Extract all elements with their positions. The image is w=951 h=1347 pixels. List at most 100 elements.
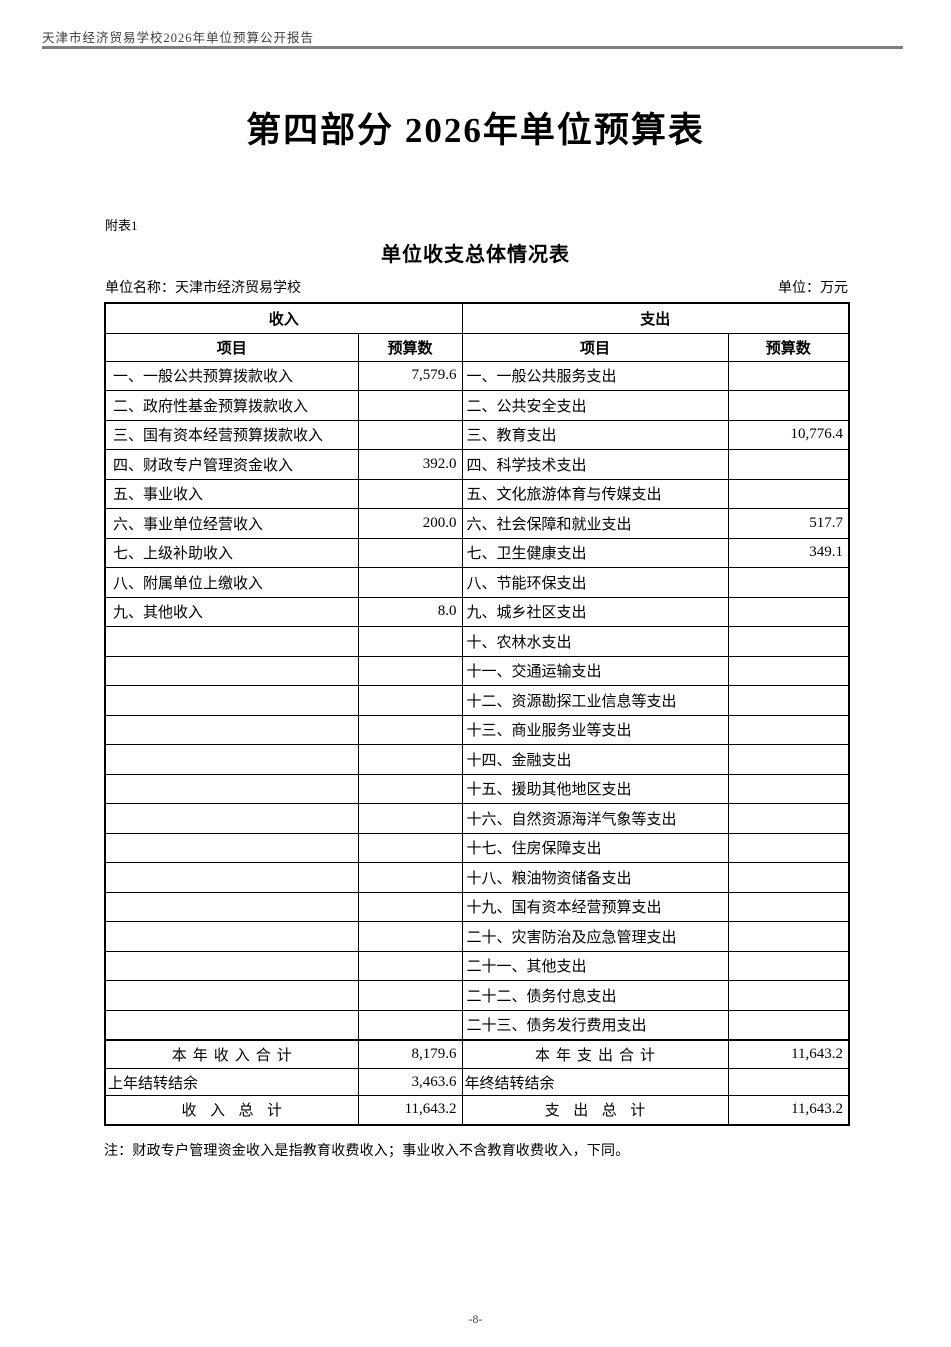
grand-total-income-value-cell: 11,643.2 xyxy=(357,1095,463,1125)
expense-item-cell: 二十一、其他支出 xyxy=(461,950,729,981)
table-column-header-row: 项目 预算数 项目 预算数 xyxy=(104,332,850,362)
income-item-cell: 八、附属单位上缴收入 xyxy=(104,567,359,598)
table-row: 二十三、债务发行费用支出 xyxy=(104,1009,850,1040)
expense-item-cell: 九、城乡社区支出 xyxy=(461,596,729,627)
income-value-cell xyxy=(357,419,463,450)
table-row: 十五、援助其他地区支出 xyxy=(104,773,850,804)
table-row: 十二、资源勘探工业信息等支出 xyxy=(104,685,850,716)
income-value-cell: 8.0 xyxy=(357,596,463,627)
income-value-cell xyxy=(357,1009,463,1040)
expense-value-cell xyxy=(727,744,850,775)
income-value-cell xyxy=(357,626,463,657)
income-item-cell xyxy=(104,921,359,952)
income-item-cell: 五、事业收入 xyxy=(104,478,359,509)
expense-item-cell: 十、农林水支出 xyxy=(461,626,729,657)
expense-item-cell: 十三、商业服务业等支出 xyxy=(461,714,729,745)
expense-value-cell xyxy=(727,773,850,804)
income-item-cell xyxy=(104,655,359,686)
expense-value-cell xyxy=(727,862,850,893)
expense-item-cell: 八、节能环保支出 xyxy=(461,567,729,598)
expense-value-cell: 349.1 xyxy=(727,537,850,568)
income-value-cell xyxy=(357,685,463,716)
table-row: 十八、粮油物资储备支出 xyxy=(104,862,850,893)
expense-item-cell: 五、文化旅游体育与传媒支出 xyxy=(461,478,729,509)
section-title: 第四部分 2026年单位预算表 xyxy=(246,111,705,150)
expense-value-cell xyxy=(727,626,850,657)
expense-value-cell xyxy=(727,449,850,480)
income-item-cell xyxy=(104,685,359,716)
income-item-cell: 一、一般公共预算拨款收入 xyxy=(104,360,359,391)
expense-value-cell xyxy=(727,980,850,1011)
table-row: 十、农林水支出 xyxy=(104,626,850,657)
expense-item-cell: 二十三、债务发行费用支出 xyxy=(461,1009,729,1040)
footnote: 注：财政专户管理资金收入是指教育收费收入；事业收入不含教育收费收入，下同。 xyxy=(104,1144,630,1159)
unit-of-measure-label: 单位：万元 xyxy=(778,281,848,296)
expense-item-cell: 十五、援助其他地区支出 xyxy=(461,773,729,804)
table-row: 四、财政专户管理资金收入 392.0 四、科学技术支出 xyxy=(104,449,850,480)
income-item-cell xyxy=(104,980,359,1011)
expense-value-cell xyxy=(727,714,850,745)
expense-value-cell xyxy=(727,360,850,391)
income-item-cell: 九、其他收入 xyxy=(104,596,359,627)
table-row: 二十、灾害防治及应急管理支出 xyxy=(104,921,850,952)
expense-value-cell xyxy=(727,803,850,834)
grand-total-expense-value-cell: 11,643.2 xyxy=(727,1095,850,1125)
expense-value-cell xyxy=(727,891,850,922)
income-item-cell xyxy=(104,714,359,745)
income-value-cell xyxy=(357,950,463,981)
expense-item-cell: 十六、自然资源海洋气象等支出 xyxy=(461,803,729,834)
expense-header-cell: 支出 xyxy=(461,302,850,334)
income-value-cell xyxy=(357,832,463,863)
income-item-cell xyxy=(104,1009,359,1040)
income-item-cell: 四、财政专户管理资金收入 xyxy=(104,449,359,480)
income-value-cell xyxy=(357,980,463,1011)
expense-item-cell: 十一、交通运输支出 xyxy=(461,655,729,686)
income-item-cell xyxy=(104,862,359,893)
income-value-cell: 7,579.6 xyxy=(357,360,463,391)
income-budget-header-cell: 预算数 xyxy=(357,332,463,362)
expense-item-cell: 十九、国有资本经营预算支出 xyxy=(461,891,729,922)
table-row: 十九、国有资本经营预算支出 xyxy=(104,891,850,922)
income-item-cell xyxy=(104,891,359,922)
income-item-cell xyxy=(104,773,359,804)
grand-total-income-label-cell: 收入总计 xyxy=(104,1095,359,1125)
income-value-cell: 200.0 xyxy=(357,508,463,539)
expense-value-cell: 517.7 xyxy=(727,508,850,539)
income-value-cell: 392.0 xyxy=(357,449,463,480)
income-value-cell xyxy=(357,891,463,922)
carryover-income-value-cell: 3,463.6 xyxy=(357,1068,463,1096)
table-meta-row: 单位名称：天津市经济贸易学校 单位：万元 xyxy=(105,277,848,297)
expense-value-cell xyxy=(727,567,850,598)
table-row: 三、国有资本经营预算拨款收入 三、教育支出 10,776.4 xyxy=(104,419,850,450)
income-header-cell: 收入 xyxy=(104,302,463,334)
expense-item-cell: 二十二、债务付息支出 xyxy=(461,980,729,1011)
table-row: 十三、商业服务业等支出 xyxy=(104,714,850,745)
table-row: 二十二、债务付息支出 xyxy=(104,980,850,1011)
income-item-cell xyxy=(104,950,359,981)
table-row: 十一、交通运输支出 xyxy=(104,655,850,686)
carryover-row: 上年结转结余 3,463.6 年终结转结余 xyxy=(104,1068,850,1096)
expense-value-cell xyxy=(727,921,850,952)
expense-item-cell: 十二、资源勘探工业信息等支出 xyxy=(461,685,729,716)
table-row: 九、其他收入 8.0 九、城乡社区支出 xyxy=(104,596,850,627)
income-item-cell xyxy=(104,626,359,657)
income-value-cell xyxy=(357,744,463,775)
expense-item-cell: 七、卫生健康支出 xyxy=(461,537,729,568)
table-row: 二十一、其他支出 xyxy=(104,950,850,981)
expense-value-cell: 10,776.4 xyxy=(727,419,850,450)
carryover-expense-label-cell: 年终结转结余 xyxy=(461,1068,729,1096)
table-row: 七、上级补助收入 七、卫生健康支出 349.1 xyxy=(104,537,850,568)
table-row: 十六、自然资源海洋气象等支出 xyxy=(104,803,850,834)
carryover-income-label-cell: 上年结转结余 xyxy=(104,1068,359,1096)
expense-value-cell xyxy=(727,832,850,863)
income-item-cell: 六、事业单位经营收入 xyxy=(104,508,359,539)
income-item-cell: 三、国有资本经营预算拨款收入 xyxy=(104,419,359,450)
expense-item-header-cell: 项目 xyxy=(461,332,729,362)
income-item-cell xyxy=(104,803,359,834)
page-header-title: 天津市经济贸易学校2026年单位预算公开报告 xyxy=(42,31,315,45)
expense-item-cell: 十八、粮油物资储备支出 xyxy=(461,862,729,893)
expense-item-cell: 二十、灾害防治及应急管理支出 xyxy=(461,921,729,952)
header-rule xyxy=(42,46,903,49)
income-item-cell xyxy=(104,744,359,775)
income-value-cell xyxy=(357,773,463,804)
